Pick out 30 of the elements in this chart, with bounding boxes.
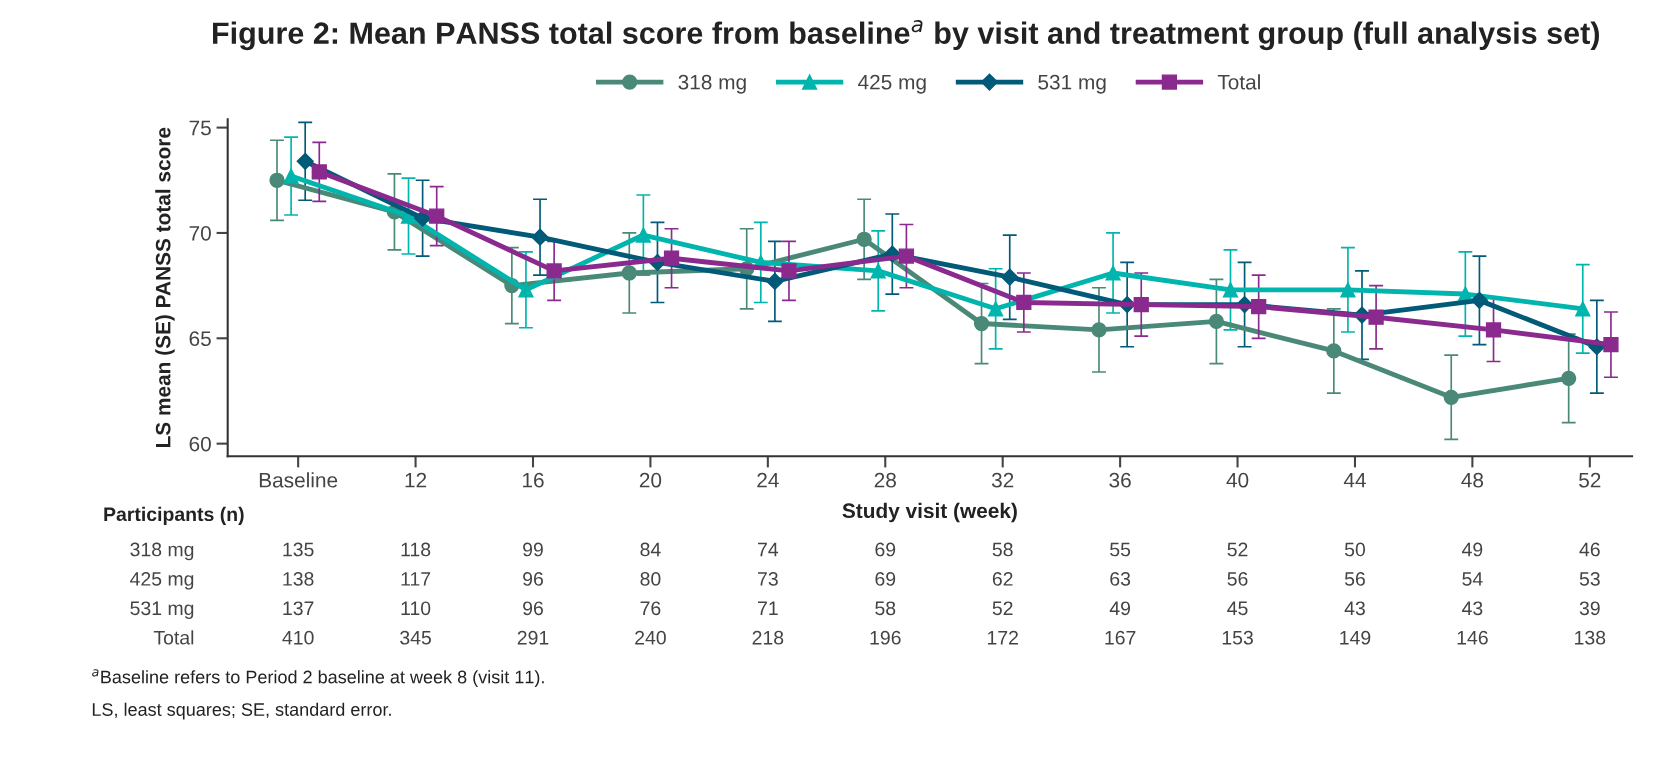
chart-title: Figure 2: Mean PANSS total score from baseline$^{a}$ by visit and treatment group (full analysis set)	[213, 20, 1599, 51]
x-tick-label: 20	[639, 472, 662, 488]
x-tick-label: 24	[757, 472, 779, 488]
legend-label: 531 mg	[1038, 74, 1106, 94]
y-tick-label: 60	[189, 436, 211, 452]
x-tick-label: 12	[405, 472, 427, 488]
y-axis-title: LS mean (SE) PANSS total score	[155, 127, 175, 448]
x-tick-label: 36	[1109, 472, 1131, 488]
x-tick-label: 52	[1579, 472, 1601, 488]
y-tick-label: 65	[189, 331, 211, 347]
text: $^{a}$Baseline refers to Period 2 baseline at week 8 (visit 11).	[92, 669, 544, 687]
legend-label: 425 mg	[858, 74, 926, 94]
x-tick-label: 44	[1343, 473, 1366, 488]
y-tick-label: 70	[189, 225, 211, 241]
text: 425 mg 138 117 96 80 73 69 62 63 56 56 54 53	[130, 572, 1600, 590]
x-tick-label: 32	[991, 472, 1014, 488]
legend-label: 318 mg	[678, 74, 746, 94]
legend-label: Total	[1217, 74, 1260, 90]
text: 531 mg 137 110 96 76 71 58 52 49 45 43 43 39	[130, 601, 1600, 620]
text: 318 mg 135 118 99 84 74 69 58 55 52 50 49 46	[130, 542, 1600, 561]
text: Total 410 345 291 240 218 196 172 167 153 149 146 138	[153, 630, 1606, 645]
x-tick-label: 28	[874, 472, 896, 488]
x-tick-label: 48	[1461, 472, 1484, 488]
y-tick-label: 75	[189, 120, 211, 136]
x-tick-label: Baseline	[259, 472, 338, 488]
text: Participants (n)	[104, 506, 244, 525]
x-tick-label: 16	[523, 472, 544, 488]
text: LS, least squares; SE, standard error.	[92, 702, 391, 720]
x-tick-label: 40	[1226, 472, 1249, 488]
x-axis-title: Study visit (week)	[842, 502, 1017, 523]
